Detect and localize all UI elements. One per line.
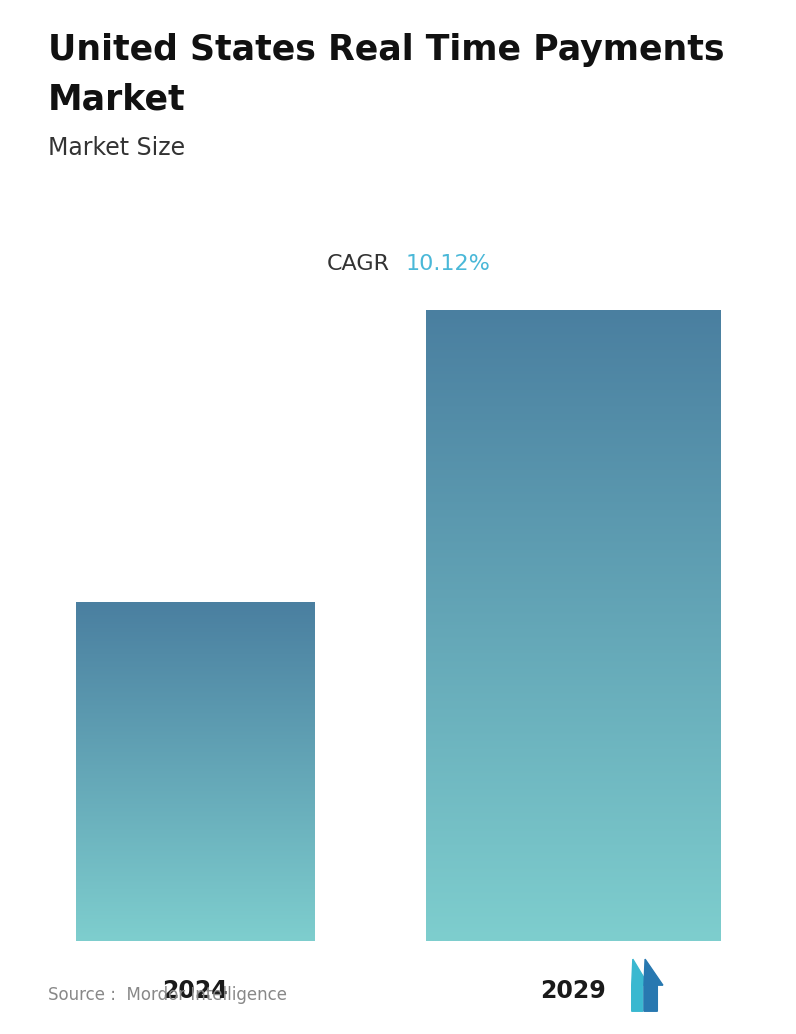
Text: Market: Market bbox=[48, 83, 185, 117]
Text: Market Size: Market Size bbox=[48, 136, 185, 160]
Text: 2029: 2029 bbox=[540, 979, 606, 1003]
Text: United States Real Time Payments: United States Real Time Payments bbox=[48, 33, 724, 67]
Text: CAGR: CAGR bbox=[327, 253, 390, 274]
Text: Source :  Mordor Intelligence: Source : Mordor Intelligence bbox=[48, 985, 287, 1004]
Text: 2024: 2024 bbox=[162, 979, 228, 1003]
Text: 10.12%: 10.12% bbox=[406, 253, 491, 274]
